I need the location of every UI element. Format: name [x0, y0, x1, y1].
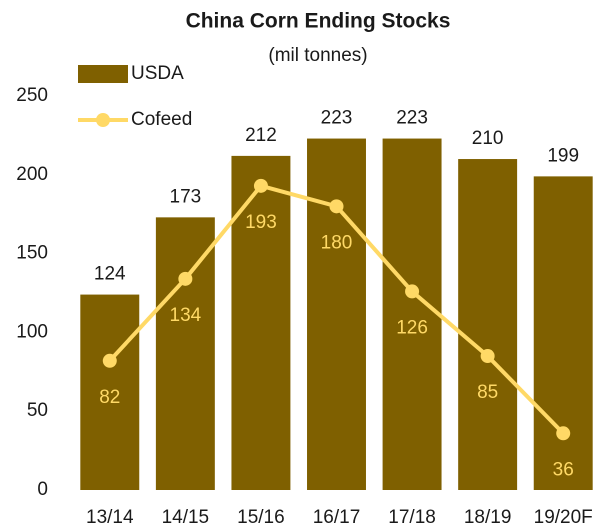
bar: [307, 138, 366, 490]
x-tick-label: 17/18: [388, 507, 436, 528]
line-value-label: 180: [321, 232, 353, 253]
x-tick-label: 15/16: [237, 507, 285, 528]
x-tick-label: 16/17: [313, 507, 361, 528]
x-tick-label: 19/20F: [534, 507, 593, 528]
line-value-label: 134: [170, 305, 202, 326]
legend-label: Cofeed: [131, 109, 192, 130]
bar: [231, 155, 291, 490]
bar-value-label: 124: [94, 264, 126, 285]
x-tick-label: 13/14: [86, 507, 134, 528]
y-tick-label: 250: [16, 85, 48, 106]
bar: [533, 176, 593, 490]
bar: [155, 217, 215, 491]
legend-label: USDA: [131, 63, 184, 84]
line-value-label: 36: [553, 459, 574, 480]
chart-title: China Corn Ending Stocks: [186, 10, 451, 33]
y-tick-label: 50: [27, 400, 48, 421]
bar-value-label: 173: [170, 186, 202, 207]
y-tick-label: 200: [16, 164, 48, 185]
y-tick-label: 0: [37, 479, 48, 500]
line-value-label: 82: [99, 387, 120, 408]
chart-subtitle: (mil tonnes): [268, 45, 367, 66]
y-tick-label: 100: [16, 321, 48, 342]
line-marker: [556, 426, 571, 441]
bar: [458, 159, 518, 491]
bar-value-label: 223: [321, 108, 353, 129]
line-marker: [480, 349, 495, 364]
bar: [382, 138, 442, 490]
bar-value-label: 223: [396, 108, 428, 129]
legend-marker: [96, 113, 110, 127]
x-tick-label: 14/15: [162, 507, 210, 528]
line-value-label: 193: [245, 212, 277, 233]
line-marker: [405, 284, 420, 299]
line-value-label: 85: [477, 382, 498, 403]
line-value-label: 126: [396, 317, 428, 338]
bar-value-label: 210: [472, 128, 504, 149]
x-tick-label: 18/19: [464, 507, 512, 528]
bar: [80, 294, 140, 490]
bar-value-label: 212: [245, 125, 277, 146]
bar-value-label: 199: [547, 145, 579, 166]
line-marker: [178, 271, 193, 286]
legend-swatch: [78, 65, 128, 83]
line-marker: [102, 353, 117, 368]
line-marker: [329, 199, 344, 214]
y-tick-label: 150: [16, 243, 48, 264]
line-marker: [253, 178, 268, 193]
